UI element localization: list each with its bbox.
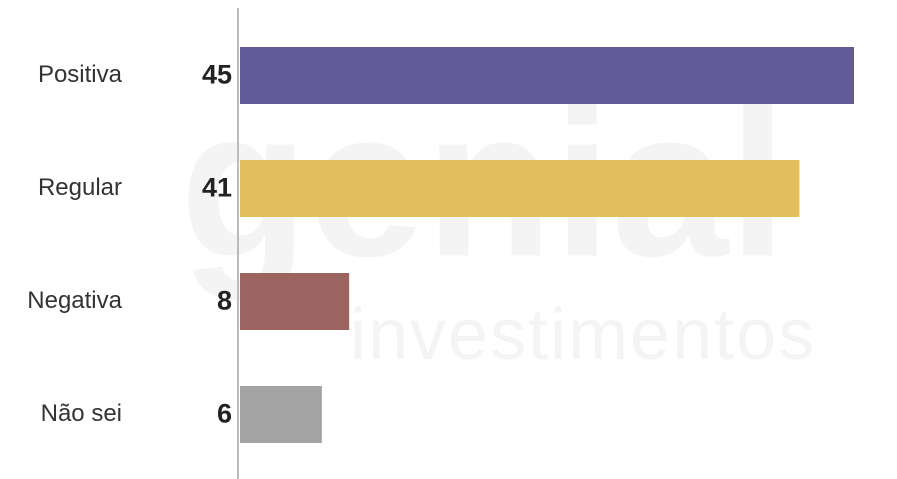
value-label: 8 <box>217 286 232 316</box>
bar <box>240 160 800 217</box>
value-label: 45 <box>202 60 232 90</box>
bar <box>240 47 854 104</box>
value-label: 41 <box>202 173 232 203</box>
value-label: 6 <box>217 399 232 429</box>
category-label: Positiva <box>38 61 123 88</box>
category-label: Negativa <box>27 287 122 314</box>
category-label: Não sei <box>41 400 122 427</box>
watermark: investimentos <box>350 295 816 375</box>
bar <box>240 386 322 443</box>
category-label: Regular <box>38 174 122 201</box>
bar <box>240 273 350 330</box>
